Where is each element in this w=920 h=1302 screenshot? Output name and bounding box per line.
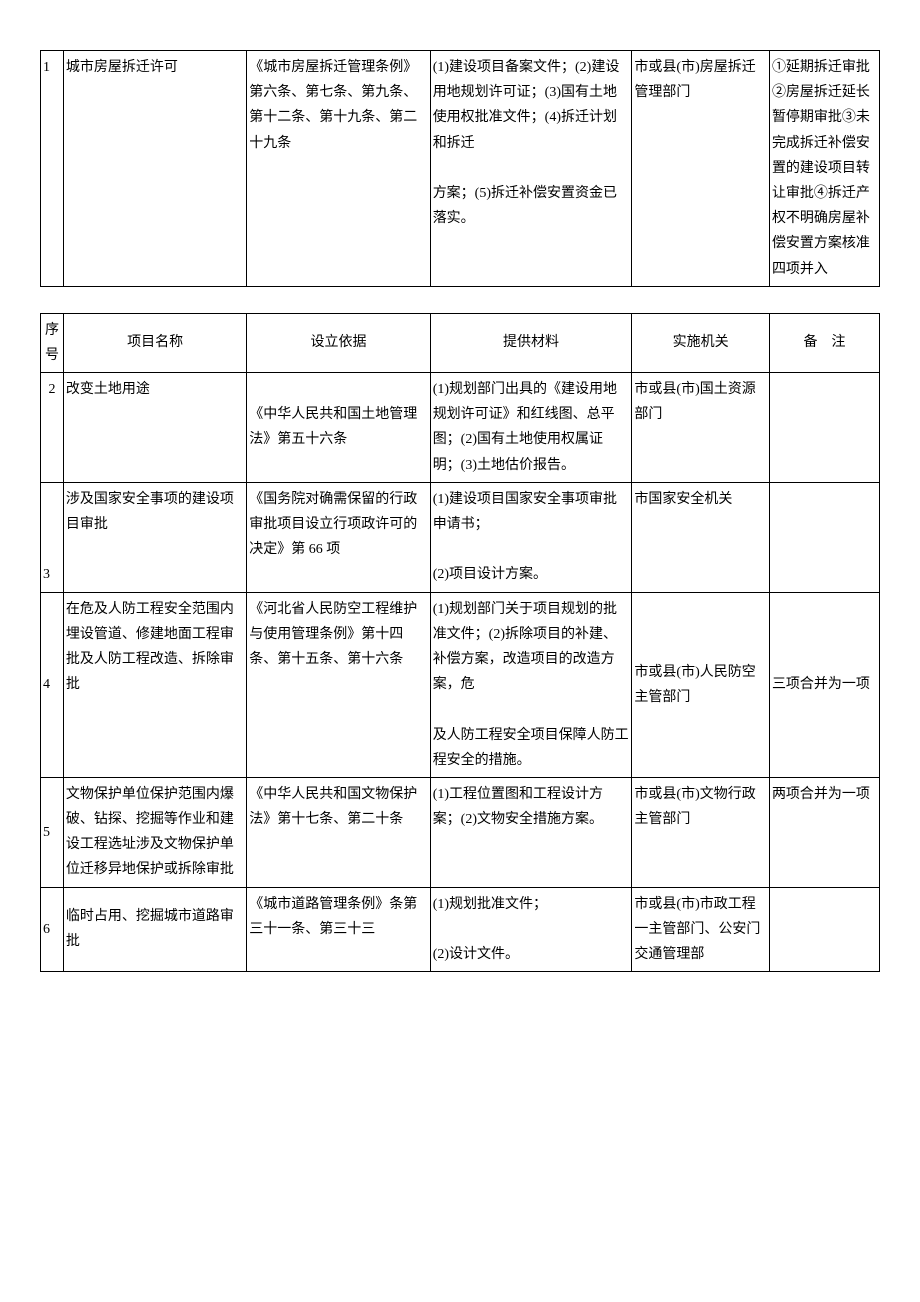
table-row: 4 在危及人防工程安全范围内埋设管道、修建地面工程审批及人防工程改造、拆除审批 … bbox=[41, 592, 880, 777]
cell-seq: 2 bbox=[41, 373, 64, 483]
cell-seq: 6 bbox=[41, 887, 64, 972]
cell-note bbox=[769, 887, 879, 972]
table-row: 1 城市房屋拆迁许可 《城市房屋拆迁管理条例》第六条、第七条、第九条、第十二条、… bbox=[41, 51, 880, 287]
table-row: 3 涉及国家安全事项的建设项目审批 《国务院对确需保留的行政审批项目设立行项政许… bbox=[41, 482, 880, 592]
header-seq: 序号 bbox=[41, 313, 64, 372]
cell-basis: 《城市道路管理条例》条第三十一条、第三十三 bbox=[247, 887, 430, 972]
header-material: 提供材料 bbox=[430, 313, 632, 372]
header-basis: 设立依据 bbox=[247, 313, 430, 372]
table-row: 2 改变土地用途 《中华人民共和国土地管理法》第五十六条 (1)规划部门出具的《… bbox=[41, 373, 880, 483]
cell-note bbox=[769, 373, 879, 483]
header-note: 备 注 bbox=[769, 313, 879, 372]
header-name: 项目名称 bbox=[63, 313, 246, 372]
cell-basis: 《中华人民共和国土地管理法》第五十六条 bbox=[247, 373, 430, 483]
cell-material: (1)规划部门关于项目规划的批准文件；(2)拆除项目的补建、补偿方案，改造项目的… bbox=[430, 592, 632, 777]
table-separator bbox=[40, 287, 880, 313]
cell-material: (1)建设项目国家安全事项审批申请书； (2)项目设计方案。 bbox=[430, 482, 632, 592]
cell-material: (1)建设项目备案文件；(2)建设用地规划许可证；(3)国有土地使用权批准文件；… bbox=[430, 51, 632, 287]
cell-note: 两项合并为一项 bbox=[769, 777, 879, 887]
cell-seq: 4 bbox=[41, 592, 64, 777]
cell-name: 临时占用、挖掘城市道路审批 bbox=[63, 887, 246, 972]
table-row: 5 文物保护单位保护范围内爆破、钻探、挖掘等作业和建设工程选址涉及文物保护单位迁… bbox=[41, 777, 880, 887]
cell-material: (1)工程位置图和工程设计方案；(2)文物安全措施方案。 bbox=[430, 777, 632, 887]
cell-agency: 市国家安全机关 bbox=[632, 482, 770, 592]
table-1-body: 1 城市房屋拆迁许可 《城市房屋拆迁管理条例》第六条、第七条、第九条、第十二条、… bbox=[41, 51, 880, 287]
cell-agency: 市或县(市)市政工程一主管部门、公安门交通管理部 bbox=[632, 887, 770, 972]
cell-note: ①延期拆迁审批②房屋拆迁延长暂停期审批③未完成拆迁补偿安置的建设项目转让审批④拆… bbox=[769, 51, 879, 287]
table-1: 1 城市房屋拆迁许可 《城市房屋拆迁管理条例》第六条、第七条、第九条、第十二条、… bbox=[40, 50, 880, 287]
cell-name: 改变土地用途 bbox=[63, 373, 246, 483]
cell-basis: 《城市房屋拆迁管理条例》第六条、第七条、第九条、第十二条、第十九条、第二十九条 bbox=[247, 51, 430, 287]
table-2-body: 序号 项目名称 设立依据 提供材料 实施机关 备 注 2 改变土地用途 《中华人… bbox=[41, 313, 880, 972]
cell-material: (1)规划批准文件； (2)设计文件。 bbox=[430, 887, 632, 972]
table-header-row: 序号 项目名称 设立依据 提供材料 实施机关 备 注 bbox=[41, 313, 880, 372]
cell-agency: 市或县(市)人民防空主管部门 bbox=[632, 592, 770, 777]
cell-seq: 1 bbox=[41, 51, 64, 287]
cell-basis: 《中华人民共和国文物保护法》第十七条、第二十条 bbox=[247, 777, 430, 887]
cell-agency: 市或县(市)房屋拆迁管理部门 bbox=[632, 51, 770, 287]
cell-note: 三项合并为一项 bbox=[769, 592, 879, 777]
cell-agency: 市或县(市)文物行政主管部门 bbox=[632, 777, 770, 887]
cell-seq: 3 bbox=[41, 482, 64, 592]
cell-material: (1)规划部门出具的《建设用地规划许可证》和红线图、总平图；(2)国有土地使用权… bbox=[430, 373, 632, 483]
cell-note bbox=[769, 482, 879, 592]
cell-name: 城市房屋拆迁许可 bbox=[63, 51, 246, 287]
table-2: 序号 项目名称 设立依据 提供材料 实施机关 备 注 2 改变土地用途 《中华人… bbox=[40, 313, 880, 973]
cell-name: 在危及人防工程安全范围内埋设管道、修建地面工程审批及人防工程改造、拆除审批 bbox=[63, 592, 246, 777]
cell-basis: 《河北省人民防空工程维护与使用管理条例》第十四条、第十五条、第十六条 bbox=[247, 592, 430, 777]
cell-basis: 《国务院对确需保留的行政审批项目设立行项政许可的决定》第 66 项 bbox=[247, 482, 430, 592]
cell-name: 涉及国家安全事项的建设项目审批 bbox=[63, 482, 246, 592]
cell-seq: 5 bbox=[41, 777, 64, 887]
header-agency: 实施机关 bbox=[632, 313, 770, 372]
table-row: 6 临时占用、挖掘城市道路审批 《城市道路管理条例》条第三十一条、第三十三 (1… bbox=[41, 887, 880, 972]
cell-agency: 市或县(市)国土资源部门 bbox=[632, 373, 770, 483]
cell-name: 文物保护单位保护范围内爆破、钻探、挖掘等作业和建设工程选址涉及文物保护单位迁移异… bbox=[63, 777, 246, 887]
